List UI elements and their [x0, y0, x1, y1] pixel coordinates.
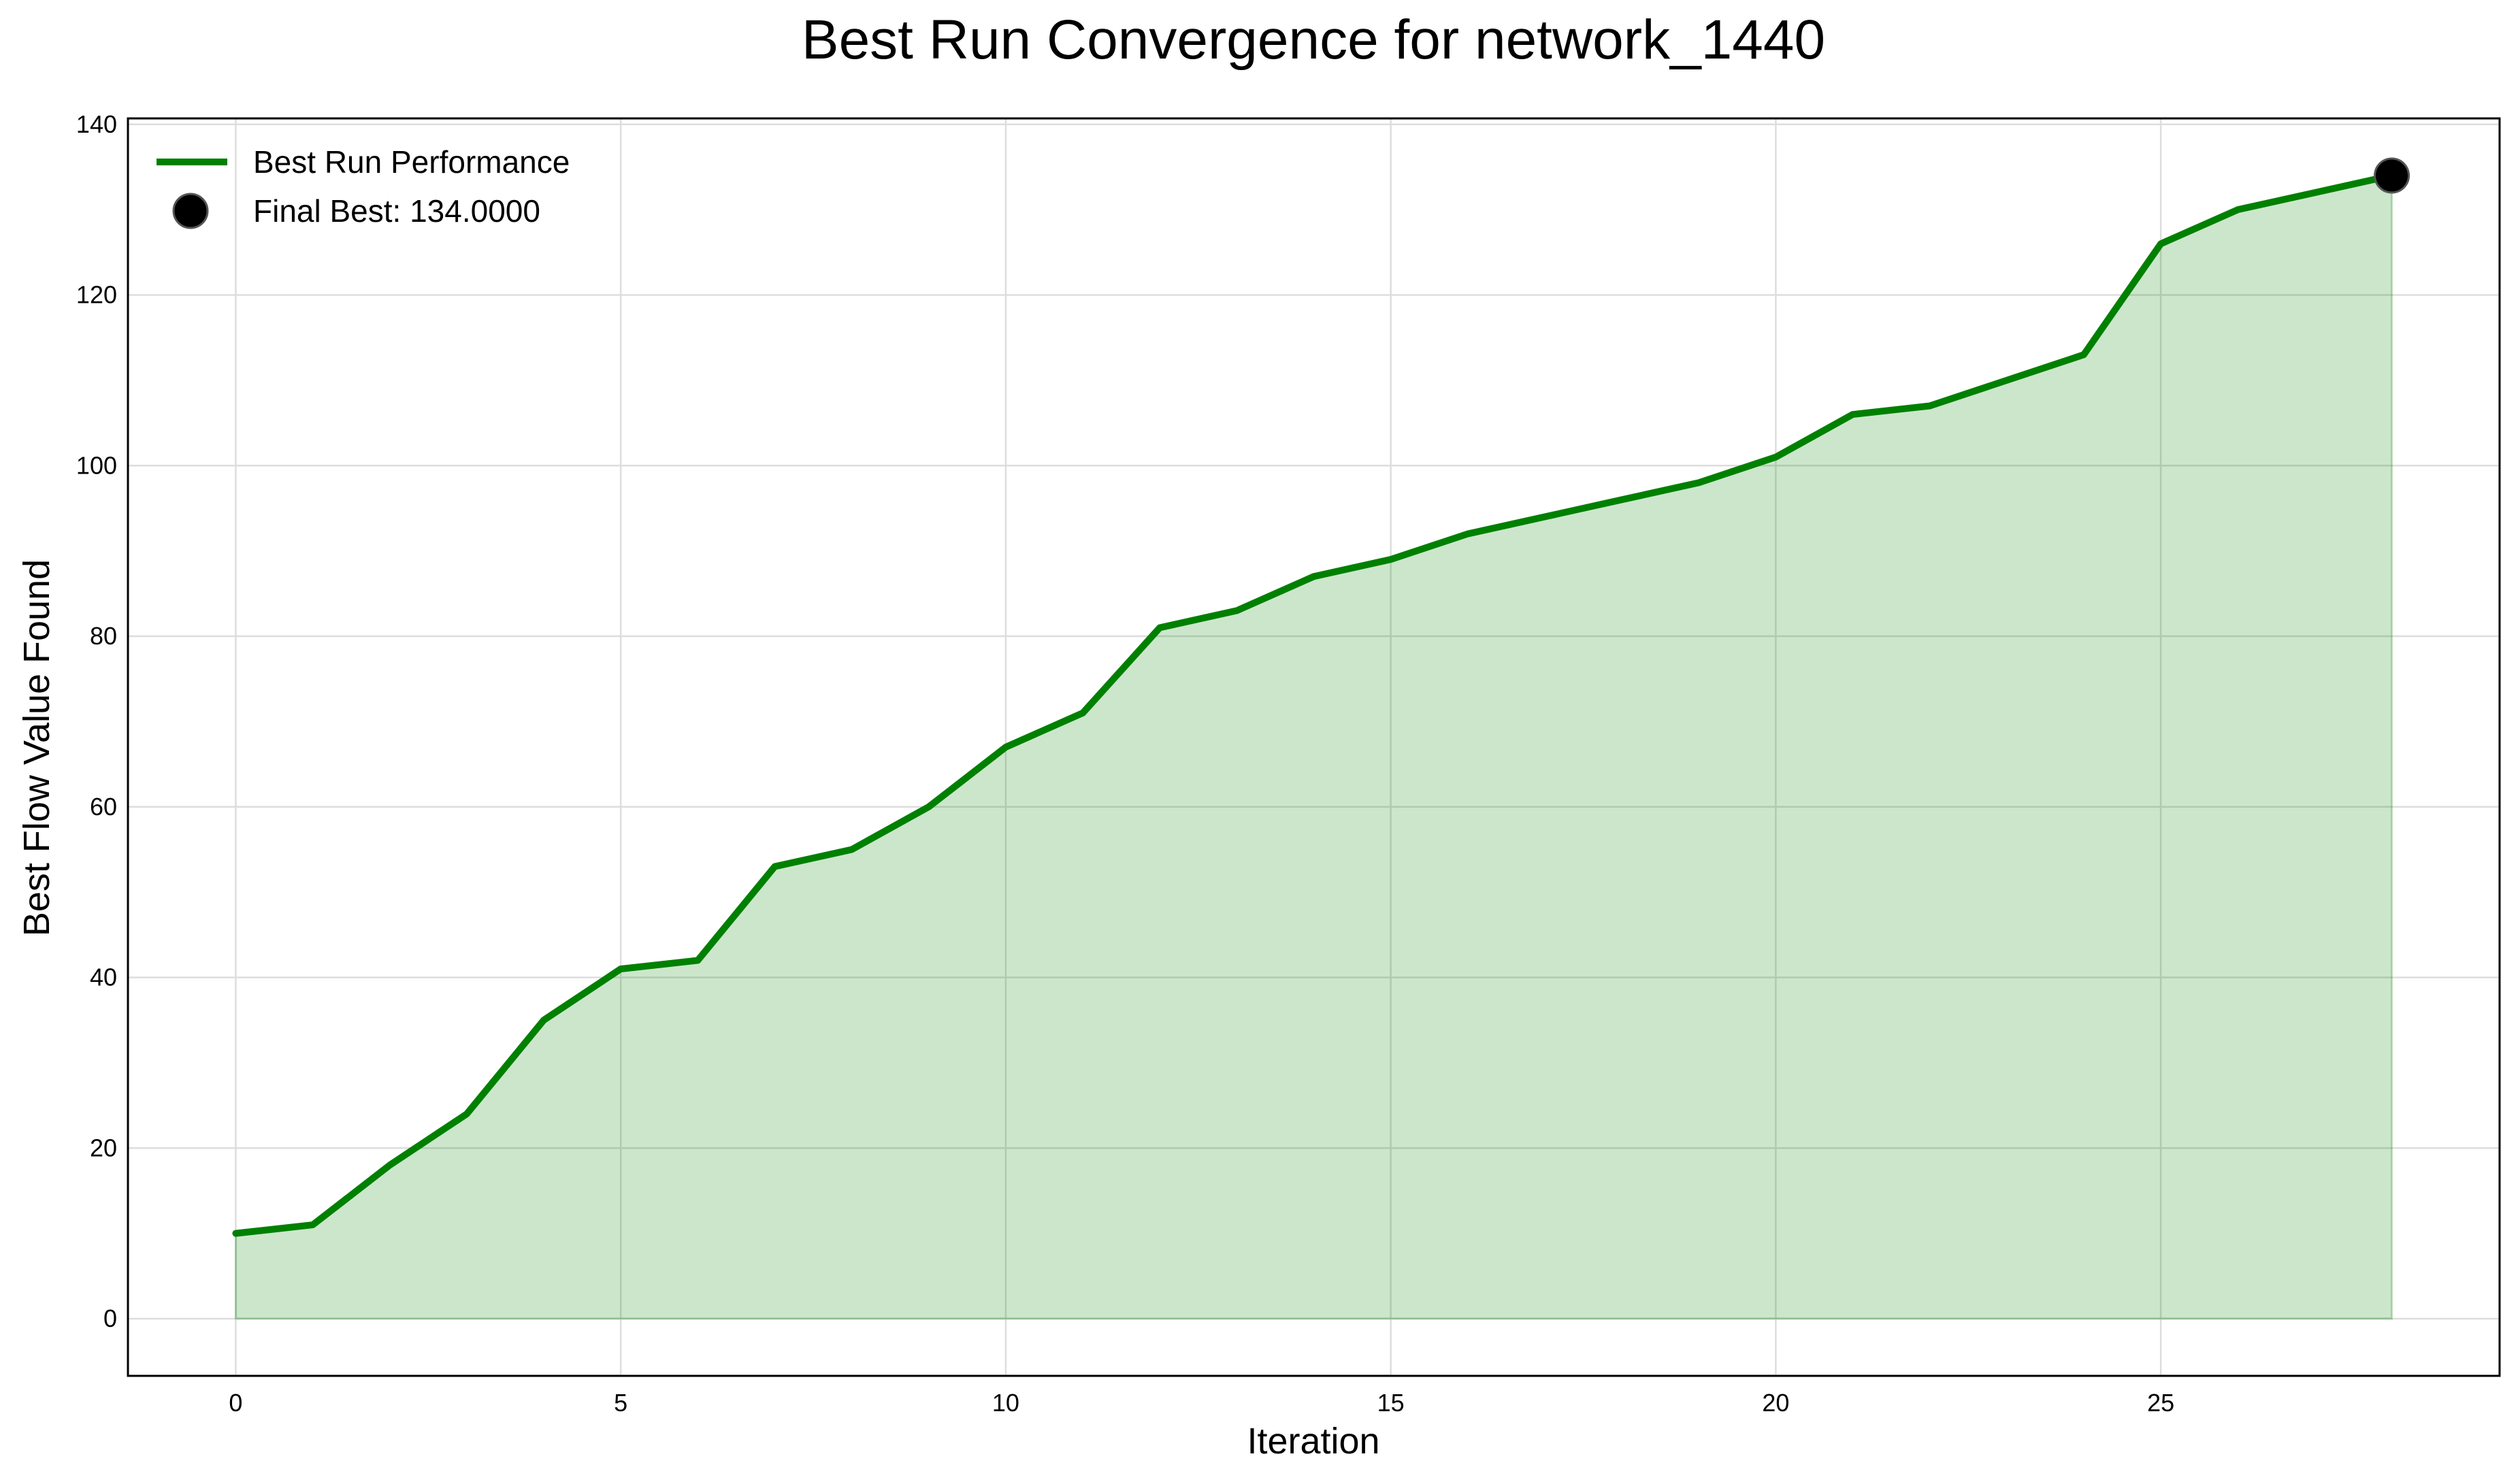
y-tick-label: 80: [90, 622, 117, 650]
legend-label-series: Best Run Performance: [253, 144, 570, 180]
legend: Best Run Performance Final Best: 134.000…: [157, 144, 570, 229]
series-line: [232, 172, 2395, 1237]
x-axis-label: Iteration: [1247, 1421, 1379, 1462]
final-best-marker: [2374, 157, 2410, 194]
y-tick-label: 100: [76, 451, 117, 479]
x-tick-label: 25: [2147, 1389, 2174, 1417]
y-tick-label: 40: [90, 964, 117, 991]
y-tick-label: 20: [90, 1134, 117, 1162]
x-tick-label: 5: [614, 1389, 627, 1417]
chart-title: Best Run Convergence for network_1440: [802, 9, 1825, 71]
y-tick-labels: 0 20 40 60 80 100 120 140: [76, 110, 117, 1332]
x-tick-label: 15: [1377, 1389, 1405, 1417]
legend-label-final-best: Final Best: 134.0000: [253, 193, 540, 229]
legend-marker-swatch: [172, 193, 209, 229]
series-layer: [232, 172, 2395, 1237]
plot-area-frame: [127, 117, 2501, 1377]
y-tick-label: 60: [90, 793, 117, 821]
y-tick-label: 0: [103, 1304, 117, 1332]
x-tick-labels: 0 5 10 15 20 25: [229, 1389, 2174, 1417]
y-tick-label: 120: [76, 281, 117, 309]
x-tick-label: 0: [229, 1389, 242, 1417]
y-axis-label: Best Flow Value Found: [16, 559, 57, 936]
x-tick-label: 20: [1762, 1389, 1789, 1417]
marker-layer: [2374, 157, 2410, 194]
x-tick-label: 10: [992, 1389, 1019, 1417]
y-tick-label: 140: [76, 110, 117, 138]
